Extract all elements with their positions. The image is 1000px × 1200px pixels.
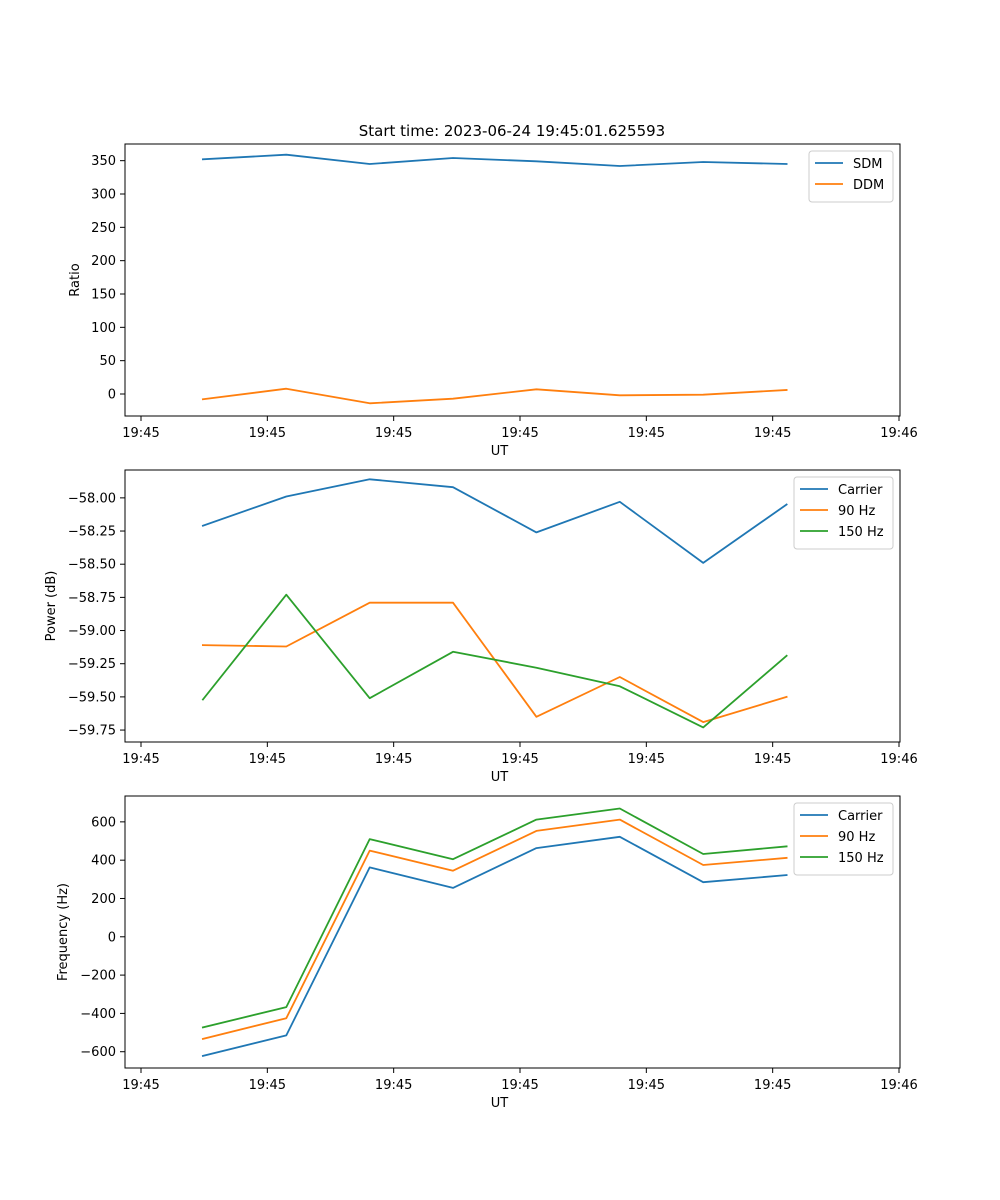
legend: SDM DDM: [808, 150, 894, 203]
chart-panel-1: 19:45 19:45 19:45 19:45 19:45 19:45 19:46 0 50 10…: [68, 143, 918, 459]
y-axis-label: Ratio: [68, 263, 83, 296]
y-tick-label: 100: [91, 321, 116, 336]
charts-container: 19:45 19:45 19:45 19:45 19:45 19:45 19:46 0 50 10…: [44, 143, 918, 1111]
y-tick-label: 600: [91, 815, 116, 830]
legend-label: Carrier: [838, 483, 883, 498]
x-tick-label: 19:45: [122, 752, 159, 767]
series-line-90-hz: [201, 818, 788, 1040]
legend: Carrier 90 Hz 150 Hz: [793, 476, 894, 550]
x-tick-label: 19:45: [754, 426, 791, 441]
y-tick-label: 400: [91, 854, 116, 869]
y-axis-label: Frequency (Hz): [56, 883, 71, 981]
x-tick-label: 19:45: [122, 426, 159, 441]
x-tick-label: 19:45: [501, 426, 538, 441]
x-tick-label: 19:45: [375, 1078, 412, 1093]
x-tick-label: 19:45: [375, 426, 412, 441]
x-tick-label: 19:45: [628, 1078, 665, 1093]
y-tick-label: −59.75: [68, 724, 116, 739]
legend-label: Carrier: [838, 809, 883, 824]
figure-title: Start time: 2023-06-24 19:45:01.625593: [359, 122, 665, 140]
y-tick-label: 300: [91, 188, 116, 203]
plot-frame: [124, 469, 901, 743]
x-axis-label: UT: [491, 770, 509, 785]
x-tick-label: 19:45: [501, 1078, 538, 1093]
y-tick-label: −58.50: [68, 558, 116, 573]
x-axis-label: UT: [491, 1096, 509, 1111]
plot-frame: [124, 143, 901, 417]
y-tick-label: 350: [91, 154, 116, 169]
legend-label: DDM: [853, 178, 884, 193]
legend-label: 90 Hz: [838, 830, 875, 845]
x-tick-label: 19:45: [628, 426, 665, 441]
series-line-sdm: [201, 153, 788, 167]
chart-panel-3: 19:45 19:45 19:45 19:45 19:45 19:45 19:46 −600 −…: [56, 795, 918, 1111]
y-tick-label: 50: [99, 354, 116, 369]
y-tick-label: −58.00: [68, 491, 116, 506]
y-tick-label: −58.25: [68, 525, 116, 540]
x-tick-label: 19:45: [754, 752, 791, 767]
series-line-150-hz: [201, 807, 788, 1029]
y-tick-label: −400: [80, 1007, 116, 1022]
y-tick-label: −58.75: [68, 591, 116, 606]
series-line-ddm: [201, 387, 788, 405]
y-axis-label: Power (dB): [44, 571, 59, 642]
legend-label: 150 Hz: [838, 851, 884, 866]
x-tick-label: 19:46: [880, 1078, 917, 1093]
y-tick-label: 250: [91, 221, 116, 236]
legend: Carrier 90 Hz 150 Hz: [793, 802, 894, 876]
x-tick-label: 19:45: [249, 426, 286, 441]
legend-label: SDM: [853, 157, 882, 172]
y-tick-label: 0: [108, 388, 116, 403]
x-tick-label: 19:45: [628, 752, 665, 767]
x-tick-label: 19:45: [375, 752, 412, 767]
y-tick-label: −59.00: [68, 624, 116, 639]
y-tick-label: −600: [80, 1045, 116, 1060]
x-tick-label: 19:46: [880, 426, 917, 441]
legend-label: 90 Hz: [838, 504, 875, 519]
series-line-carrier: [201, 478, 788, 564]
plot-frame: [124, 795, 901, 1069]
series-line-150-hz: [201, 593, 788, 729]
y-tick-label: −59.25: [68, 657, 116, 672]
series-line-carrier: [201, 835, 788, 1057]
y-tick-label: −59.50: [68, 690, 116, 705]
x-tick-label: 19:45: [501, 752, 538, 767]
series-line-90-hz: [201, 601, 788, 723]
y-tick-label: 0: [108, 930, 116, 945]
x-tick-label: 19:45: [754, 1078, 791, 1093]
y-tick-label: 150: [91, 288, 116, 303]
x-tick-label: 19:46: [880, 752, 917, 767]
y-tick-label: −200: [80, 969, 116, 984]
x-tick-label: 19:45: [249, 752, 286, 767]
chart-panel-2: 19:45 19:45 19:45 19:45 19:45 19:45 19:46 −58.0…: [44, 469, 918, 785]
x-axis-label: UT: [491, 444, 509, 459]
y-tick-label: 200: [91, 254, 116, 269]
y-tick-label: 200: [91, 892, 116, 907]
x-tick-label: 19:45: [122, 1078, 159, 1093]
x-tick-label: 19:45: [249, 1078, 286, 1093]
legend-label: 150 Hz: [838, 525, 884, 540]
